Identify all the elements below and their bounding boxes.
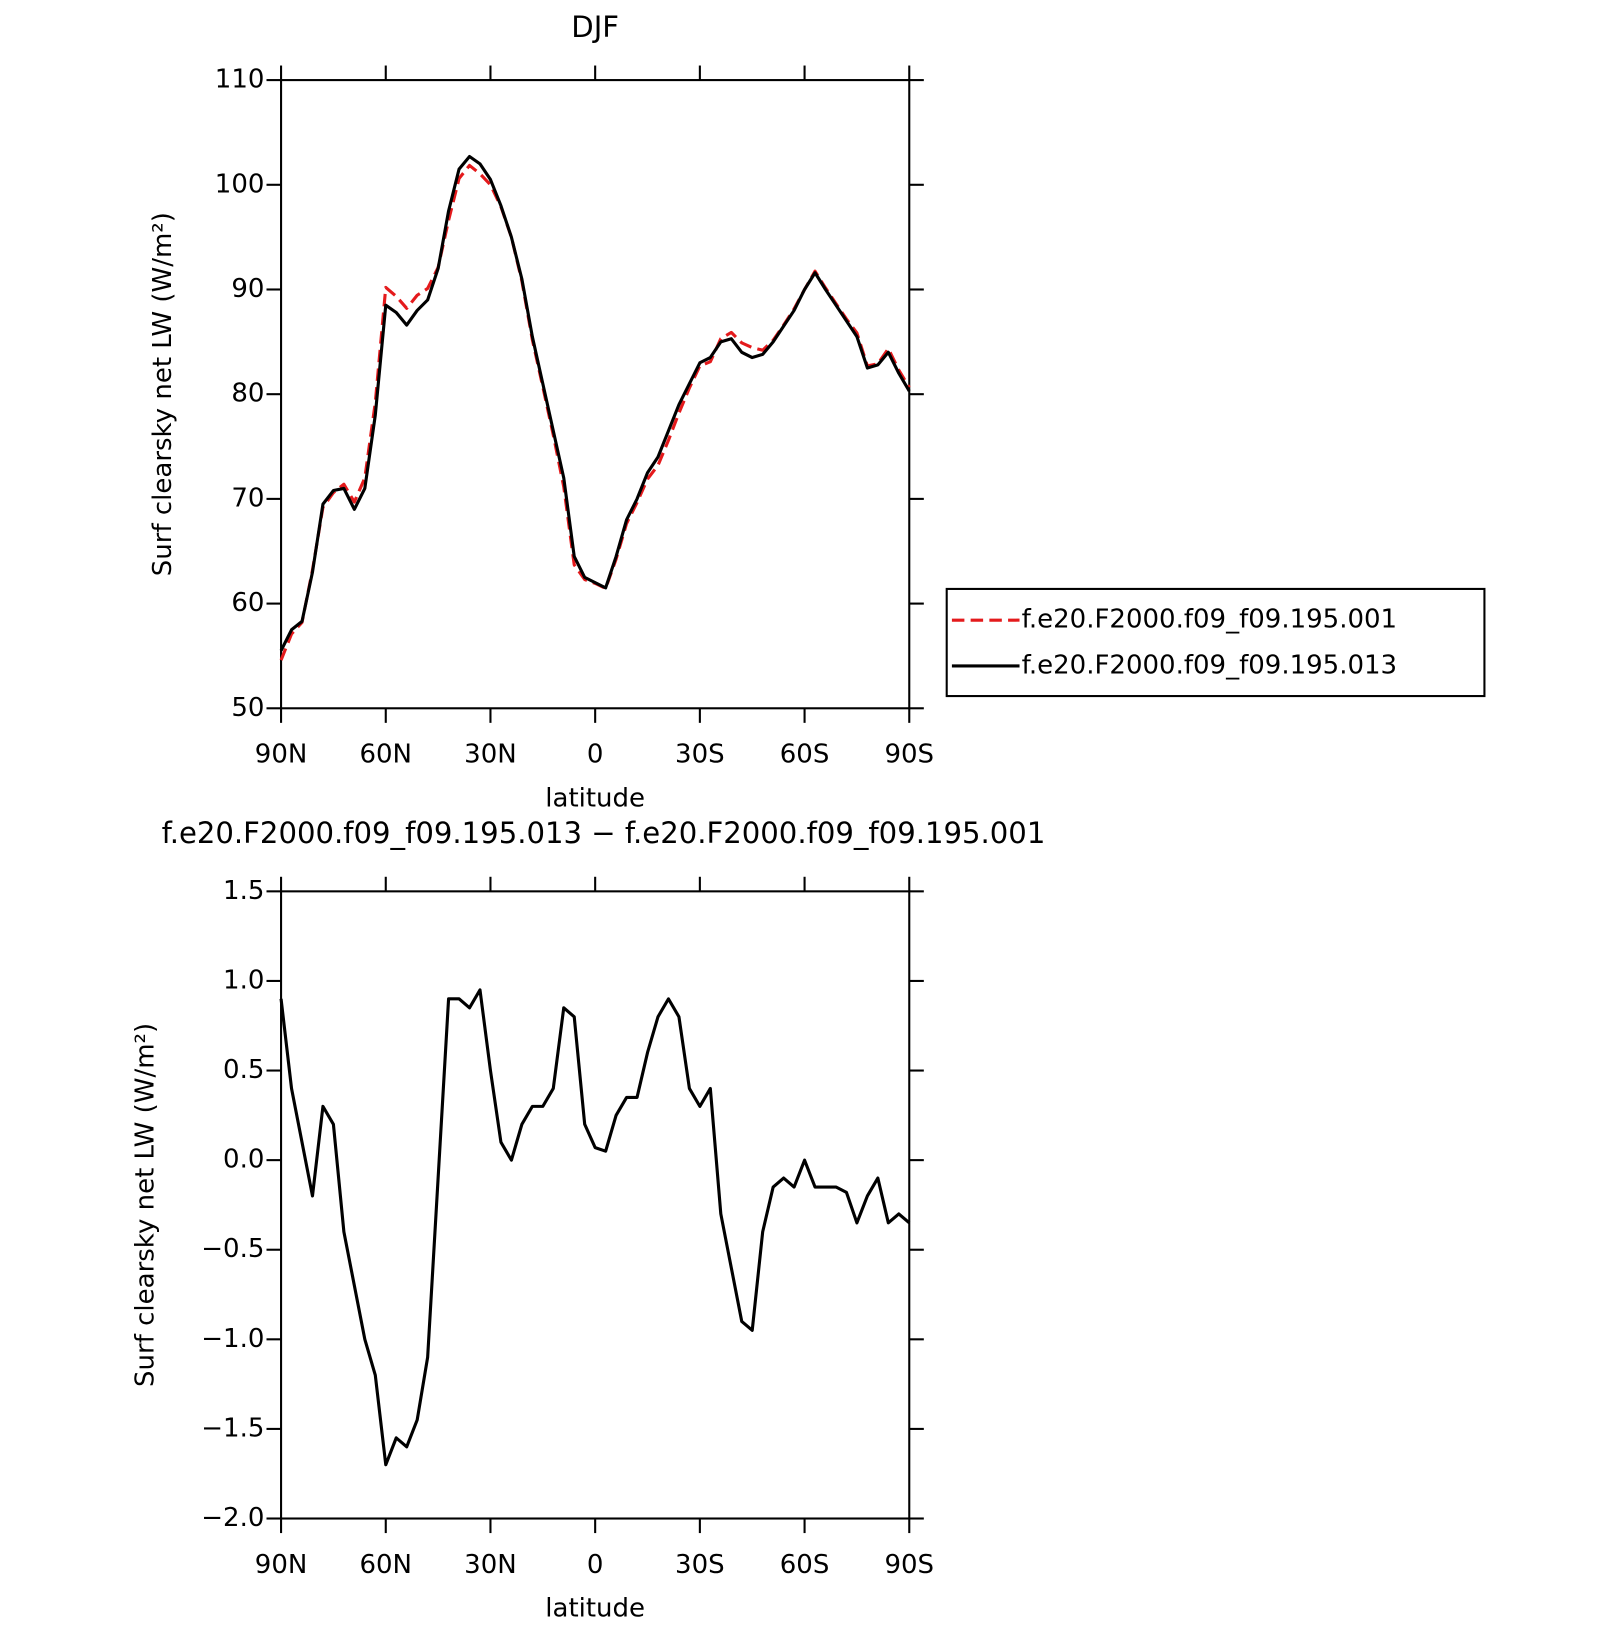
x-tick-label: 30S: [675, 1550, 725, 1580]
y-tick-label: 1.5: [223, 876, 264, 906]
x-tick-label: 30N: [464, 740, 517, 770]
y-tick-label: 1.0: [223, 965, 264, 995]
data-line: [279, 988, 911, 1467]
x-axis-label: latitude: [545, 783, 645, 813]
y-tick-label: 110: [215, 65, 265, 95]
x-tick-label: 0: [587, 740, 604, 770]
y-tick-label: 60: [231, 588, 264, 618]
legend-label: f.e20.F2000.f09_f09.195.013: [1022, 650, 1398, 680]
x-tick-label: 90N: [255, 740, 308, 770]
x-tick-label: 30S: [675, 740, 725, 770]
x-tick-label: 60S: [780, 1550, 830, 1580]
x-tick-label: 90S: [884, 1550, 934, 1580]
y-tick-label: 0.5: [223, 1055, 264, 1085]
x-tick-label: 60S: [780, 740, 830, 770]
plot-frame: [280, 890, 911, 1520]
y-tick-label: 50: [231, 693, 264, 723]
y-tick-label: −2.0: [201, 1503, 264, 1533]
y-tick-label: −1.0: [201, 1324, 264, 1354]
y-tick-label: −1.5: [201, 1413, 264, 1443]
x-tick-label: 60N: [359, 1550, 412, 1580]
x-tick-label: 60N: [359, 740, 412, 770]
y-tick-label: 0.0: [223, 1145, 264, 1175]
y-tick-label: −0.5: [201, 1234, 264, 1264]
y-tick-label: 70: [231, 483, 264, 513]
x-tick-label: 0: [587, 1550, 604, 1580]
chart-title: f.e20.F2000.f09_f09.195.013 − f.e20.F200…: [162, 816, 1046, 850]
legend-label: f.e20.F2000.f09_f09.195.001: [1022, 605, 1398, 635]
legend-box: [945, 587, 1486, 698]
y-tick-label: 80: [231, 379, 264, 409]
x-axis-label: latitude: [545, 1593, 645, 1623]
x-tick-label: 30N: [464, 1550, 517, 1580]
chart-title: DJF: [571, 10, 619, 44]
x-tick-label: 90S: [884, 740, 934, 770]
x-tick-label: 90N: [255, 1550, 308, 1580]
y-tick-label: 90: [231, 274, 264, 304]
y-axis-label: Surf clearsky net LW (W/m²): [130, 1023, 160, 1387]
plot-frame: [280, 79, 911, 710]
y-axis-label: Surf clearsky net LW (W/m²): [148, 212, 178, 576]
data-line: [279, 154, 911, 652]
y-tick-label: 100: [215, 169, 265, 199]
